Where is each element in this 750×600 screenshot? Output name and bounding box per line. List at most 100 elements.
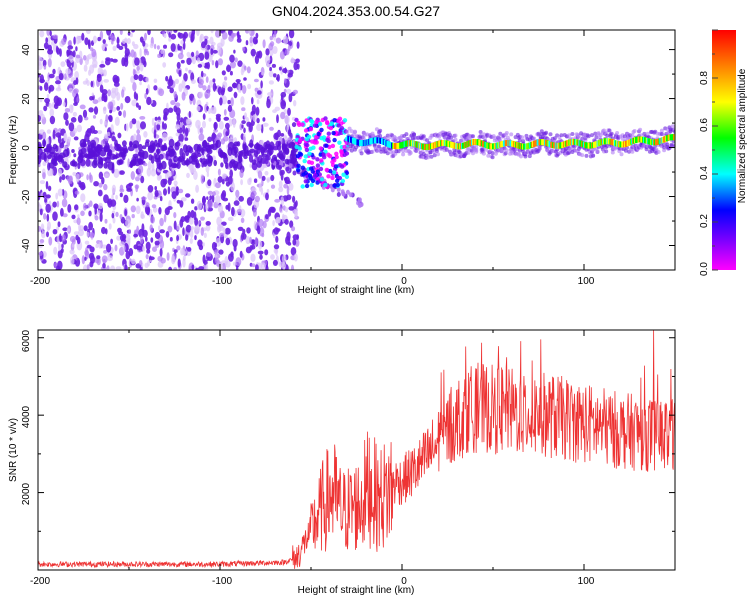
spectrogram-noise-point xyxy=(242,46,246,52)
spectrogram-noise-point xyxy=(246,197,253,206)
spectrogram-band-point xyxy=(277,140,282,147)
spectrogram-noise-point xyxy=(102,263,106,269)
spectrogram-noise-point xyxy=(280,171,284,181)
spectrogram-band-point xyxy=(97,155,102,165)
spectrogram-noise-point xyxy=(43,64,47,70)
spectrogram-noise-point xyxy=(293,61,299,71)
spectrogram-noise-point xyxy=(217,168,221,176)
spectrogram-halo-point xyxy=(509,132,514,137)
spectrogram-noise-point xyxy=(261,124,264,134)
spectrogram-noise-point xyxy=(268,42,274,51)
spectrogram-noise-point xyxy=(142,40,146,47)
spectrogram-band-point xyxy=(73,161,78,167)
spectrogram-noise-point xyxy=(50,204,54,211)
spectrogram-noise-point xyxy=(217,224,222,233)
spectrogram-halo-point xyxy=(604,149,609,154)
spectrogram-noise-point xyxy=(42,172,46,180)
spectrogram-noise-point xyxy=(42,59,47,67)
spectrogram-noise-point xyxy=(286,123,290,128)
spectrogram-noise-point xyxy=(206,171,210,177)
spectrogram-noise-point xyxy=(241,232,244,241)
spectrogram-noise-point xyxy=(180,117,184,123)
spectrogram-noise-point xyxy=(178,69,182,77)
spectrogram-noise-point xyxy=(283,134,287,140)
spectrogram-band-point xyxy=(52,143,58,150)
spectrogram-band-point xyxy=(182,152,186,161)
spectrogram-noise-point xyxy=(186,118,193,128)
spectrogram-noise-point xyxy=(253,178,258,183)
spectrogram-halo-point xyxy=(567,133,572,138)
spectrogram-halo-point xyxy=(619,152,624,157)
spectrogram-transition-point xyxy=(304,147,310,153)
spectrogram-noise-point xyxy=(270,184,276,189)
spectrogram-transition-point xyxy=(309,118,314,124)
colorbar-tick-0: 0.0 xyxy=(699,262,710,276)
spectrogram-noise-point xyxy=(249,177,252,183)
spectrogram-noise-point xyxy=(280,196,285,206)
spectrogram-noise-point xyxy=(66,175,73,182)
spectrogram-band-point xyxy=(278,150,284,160)
spectrogram-noise-point xyxy=(111,184,116,194)
spectrogram-transition-point xyxy=(303,128,309,133)
spectrogram-transition-point xyxy=(307,151,312,156)
spectrogram-noise-point xyxy=(262,39,266,49)
spectrogram-noise-point xyxy=(241,124,244,129)
spectrogram-noise-point xyxy=(88,221,93,231)
spectrogram-noise-point xyxy=(52,211,58,221)
spectrogram-halo-point xyxy=(385,151,390,156)
spectrogram-noise-point xyxy=(73,36,76,45)
spectrogram-noise-point xyxy=(88,40,91,50)
spectrogram-noise-point xyxy=(182,124,186,134)
spectrogram-noise-point xyxy=(211,194,215,203)
spectrogram-noise-point xyxy=(251,97,254,105)
spectrogram-band-point xyxy=(234,152,238,158)
spectrogram-noise-point xyxy=(168,266,172,270)
spectrogram-halo-point xyxy=(453,137,458,142)
spectrogram-noise-point xyxy=(89,64,95,74)
spectrogram-noise-point xyxy=(73,80,77,86)
spectrogram-band-point xyxy=(122,140,127,147)
spectrogram-noise-point xyxy=(73,102,78,106)
spectrogram-noise-point xyxy=(97,36,101,42)
spectrogram-noise-point xyxy=(55,87,62,92)
spectrogram-noise-point xyxy=(197,63,203,68)
spectrogram-noise-point xyxy=(55,45,59,54)
spectrogram-noise-point xyxy=(66,228,70,232)
spectrogram-halo-point xyxy=(365,132,370,137)
spectrogram-noise-point xyxy=(88,231,95,237)
spectrogram-noise-point xyxy=(288,206,295,211)
spectrogram-band-point xyxy=(116,159,122,166)
spectrogram-halo-point xyxy=(444,147,449,152)
spectrogram-halo-point xyxy=(610,150,615,155)
spectrogram-noise-point xyxy=(81,32,85,41)
spectrogram-noise-point xyxy=(225,131,229,137)
spectrogram-noise-point xyxy=(185,193,191,198)
spectrogram-noise-point xyxy=(198,133,205,141)
spectrogram-noise-point xyxy=(118,231,124,236)
spectrogram-noise-point xyxy=(202,85,207,91)
spectrogram-noise-point xyxy=(40,223,45,232)
spectrogram-noise-point xyxy=(194,235,197,241)
spectrogram-noise-point xyxy=(130,171,135,180)
spectrogram-halo-point xyxy=(490,151,495,156)
spectrogram-noise-point xyxy=(39,86,43,91)
spectrogram-noise-point xyxy=(119,214,123,220)
spectrogram-band-point xyxy=(182,144,188,153)
spectrogram-noise-point xyxy=(94,215,99,221)
spectrogram-noise-point xyxy=(235,189,240,198)
spectrogram-transition-point xyxy=(325,137,330,143)
spectrogram-noise-point xyxy=(104,120,107,125)
spectrogram-noise-point xyxy=(212,82,217,92)
spectrogram-noise-point xyxy=(153,121,157,132)
spectrogram-noise-point xyxy=(230,97,234,107)
spectrogram-noise-point xyxy=(138,105,142,110)
spectrogram-noise-point xyxy=(248,30,252,35)
spectrogram-noise-point xyxy=(248,154,254,163)
spectrogram-noise-point xyxy=(267,92,273,97)
spectrogram-noise-point xyxy=(125,123,129,132)
spectrogram-noise-point xyxy=(110,265,116,270)
spectrogram-noise-point xyxy=(116,36,120,45)
spectrogram-noise-point xyxy=(44,97,50,104)
spectrogram-branch-point xyxy=(292,170,297,176)
spectrogram-noise-point xyxy=(294,209,298,219)
